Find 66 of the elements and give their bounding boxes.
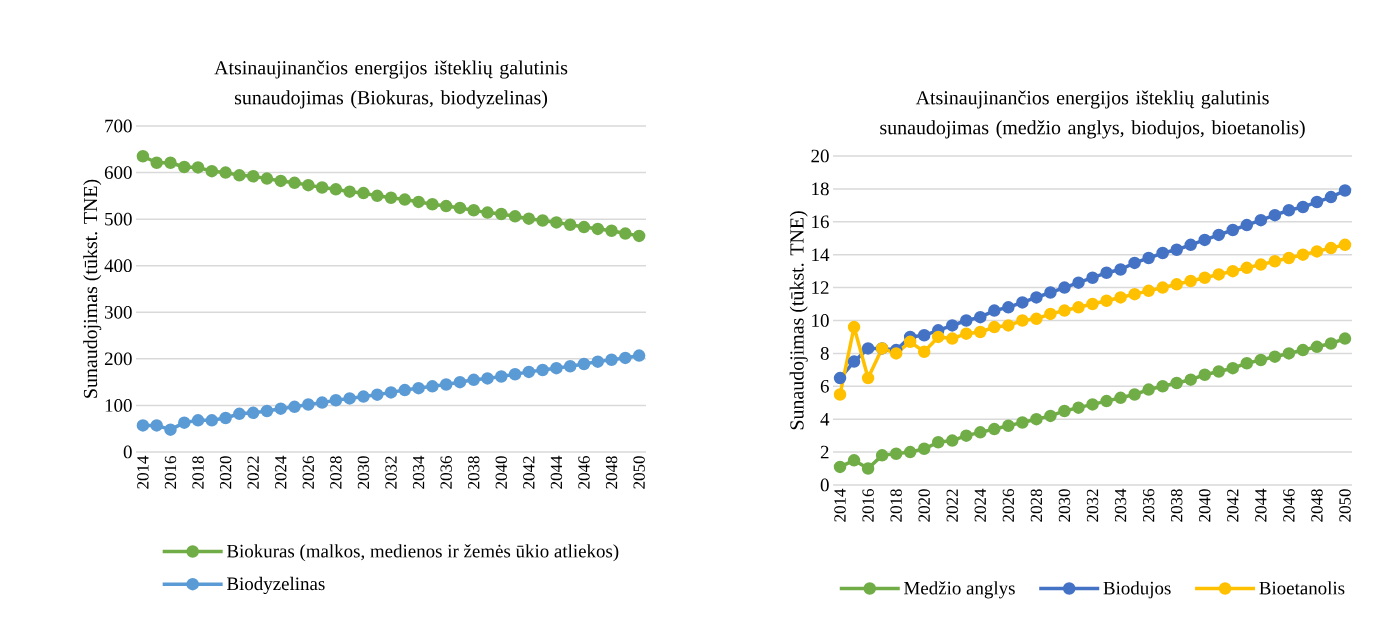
- x-tick-label: 2036: [440, 456, 452, 489]
- y-tick-label: 600: [104, 166, 132, 179]
- x-tick-label: 2048: [605, 456, 618, 489]
- x-tick-label: 2024: [275, 455, 287, 489]
- x-tick-label: 2048: [1311, 489, 1323, 522]
- y-tick-label: 500: [105, 212, 132, 226]
- y-tick-label: 8: [820, 347, 829, 360]
- x-tick-label: 2030: [357, 456, 370, 489]
- x-tick-label: 2044: [550, 455, 563, 489]
- x-tick-label: 2050: [1339, 489, 1351, 522]
- x-tick-label: 2026: [302, 456, 315, 489]
- x-tick-label: 2050: [633, 456, 645, 489]
- x-tick-label: 2042: [1227, 489, 1239, 522]
- x-tick-label: 2040: [1199, 489, 1211, 522]
- x-tick-label: 2026: [1002, 489, 1015, 522]
- x-tick-label: 2022: [946, 489, 958, 522]
- x-tick-label: 2042: [523, 456, 535, 489]
- x-tick-label: 2014: [137, 455, 149, 489]
- legend-label: Medžio anglys: [904, 581, 1015, 599]
- x-tick-label: 2016: [862, 489, 874, 522]
- y-tick-label: 6: [820, 379, 829, 393]
- y-tick-label: 14: [812, 248, 830, 261]
- x-tick-label: 2034: [412, 455, 425, 489]
- x-tick-label: 2018: [192, 456, 204, 489]
- y-tick-label: 700: [105, 119, 132, 133]
- legend-label: Biodujos: [1103, 581, 1171, 599]
- legend-label: Biokuras (malkos, medienos ir žemės ūkio atliekos): [226, 544, 619, 562]
- x-tick-label: 2032: [385, 456, 397, 489]
- x-tick-label: 2020: [918, 489, 930, 522]
- chart-title: Atsinaujinančios energijos išteklių galutinis sunaudojimas (medžio anglys, biodujos, bioetanolis): [880, 90, 1305, 139]
- x-tick-label: 2022: [247, 456, 259, 489]
- x-tick-label: 2046: [1283, 489, 1295, 522]
- x-tick-label: 2028: [1030, 489, 1043, 522]
- x-tick-label: 2040: [495, 456, 508, 489]
- x-tick-label: 2024: [974, 488, 987, 522]
- x-tick-label: 2038: [1170, 489, 1183, 522]
- y-tick-label: 4: [820, 412, 830, 426]
- y-tick-label: 400: [104, 259, 132, 273]
- x-tick-label: 2034: [1114, 488, 1127, 522]
- x-tick-label: 2046: [578, 456, 590, 489]
- y-tick-label: 0: [123, 445, 132, 459]
- y-axis-title: Sunaudojimas (tūkst. TNE): [83, 179, 102, 398]
- y-tick-label: 100: [105, 399, 132, 412]
- x-tick-label: 2014: [834, 488, 846, 522]
- y-tick-label: 0: [820, 478, 829, 492]
- chart-title: Atsinaujinančios energijos išteklių galutinis sunaudojimas (Biokuras, biodyzelinas): [214, 60, 568, 109]
- y-tick-label: 18: [812, 182, 829, 196]
- x-tick-label: 2030: [1058, 489, 1071, 522]
- y-tick-label: 2: [820, 445, 829, 459]
- x-tick-label: 2038: [468, 456, 480, 489]
- y-tick-label: 10: [812, 314, 829, 327]
- y-tick-label: 300: [105, 305, 132, 319]
- y-axis-title: Sunaudojimas (tūkst. TNE): [789, 211, 808, 430]
- y-tick-label: 200: [104, 352, 132, 366]
- x-tick-label: 2044: [1255, 488, 1267, 522]
- x-tick-label: 2032: [1086, 489, 1099, 522]
- x-tick-label: 2036: [1142, 489, 1155, 522]
- y-tick-label: 12: [812, 281, 829, 294]
- legend-label: Biodyzelinas: [226, 576, 325, 595]
- x-tick-label: 2018: [890, 489, 902, 522]
- legend-label: Bioetanolis: [1259, 581, 1345, 595]
- x-tick-label: 2028: [330, 456, 342, 489]
- x-tick-label: 2020: [219, 456, 232, 489]
- y-tick-label: 20: [811, 149, 829, 163]
- y-tick-label: 16: [812, 215, 829, 229]
- x-tick-label: 2016: [164, 456, 177, 489]
